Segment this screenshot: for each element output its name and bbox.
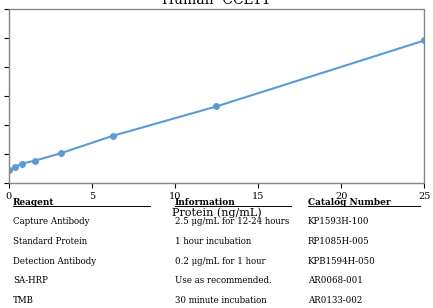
Text: KP1593H-100: KP1593H-100 [308, 217, 369, 226]
Text: 1 hour incubation: 1 hour incubation [175, 237, 251, 246]
Text: RP1085H-005: RP1085H-005 [308, 237, 370, 246]
Title: Human  CCL11: Human CCL11 [162, 0, 271, 7]
Text: SA-HRP: SA-HRP [13, 276, 48, 285]
X-axis label: Protein (ng/mL): Protein (ng/mL) [172, 207, 261, 217]
Text: AR0068-001: AR0068-001 [308, 276, 363, 285]
Text: Detection Antibody: Detection Antibody [13, 257, 96, 265]
Text: Reagent: Reagent [13, 198, 54, 207]
Text: 30 minute incubation: 30 minute incubation [175, 296, 267, 305]
Text: 0.2 μg/mL for 1 hour: 0.2 μg/mL for 1 hour [175, 257, 265, 265]
Text: Standard Protein: Standard Protein [13, 237, 87, 246]
Text: Information: Information [175, 198, 236, 207]
Text: KPB1594H-050: KPB1594H-050 [308, 257, 376, 265]
Text: Capture Antibody: Capture Antibody [13, 217, 89, 226]
Text: AR0133-002: AR0133-002 [308, 296, 362, 305]
Text: Catalog Number: Catalog Number [308, 198, 391, 207]
Text: 2.5 μg/mL for 12-24 hours: 2.5 μg/mL for 12-24 hours [175, 217, 289, 226]
Text: TMB: TMB [13, 296, 34, 305]
Text: Use as recommended.: Use as recommended. [175, 276, 271, 285]
